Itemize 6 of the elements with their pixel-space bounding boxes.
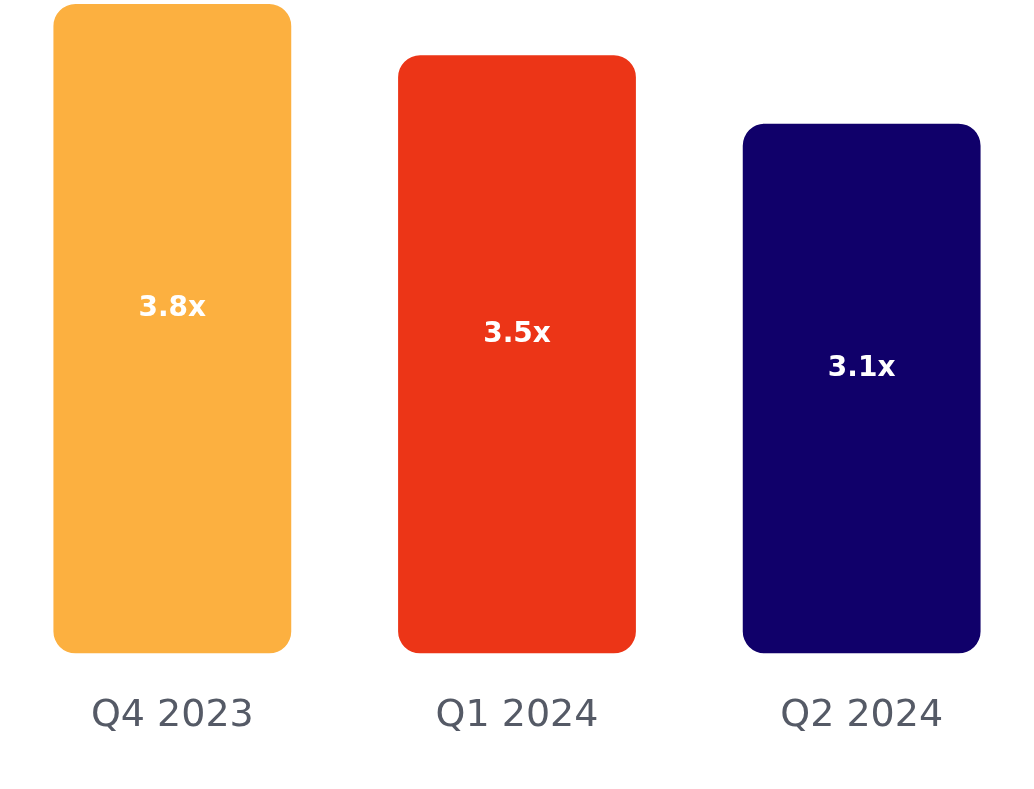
x-tick-label: Q4 2023: [90, 691, 254, 736]
x-tick-label: Q1 2024: [435, 691, 599, 736]
data-label: 3.5x: [483, 315, 551, 349]
data-label: 3.1x: [827, 349, 896, 383]
x-tick-label: Q2 2024: [780, 691, 944, 736]
data-label: 3.8x: [138, 289, 207, 323]
